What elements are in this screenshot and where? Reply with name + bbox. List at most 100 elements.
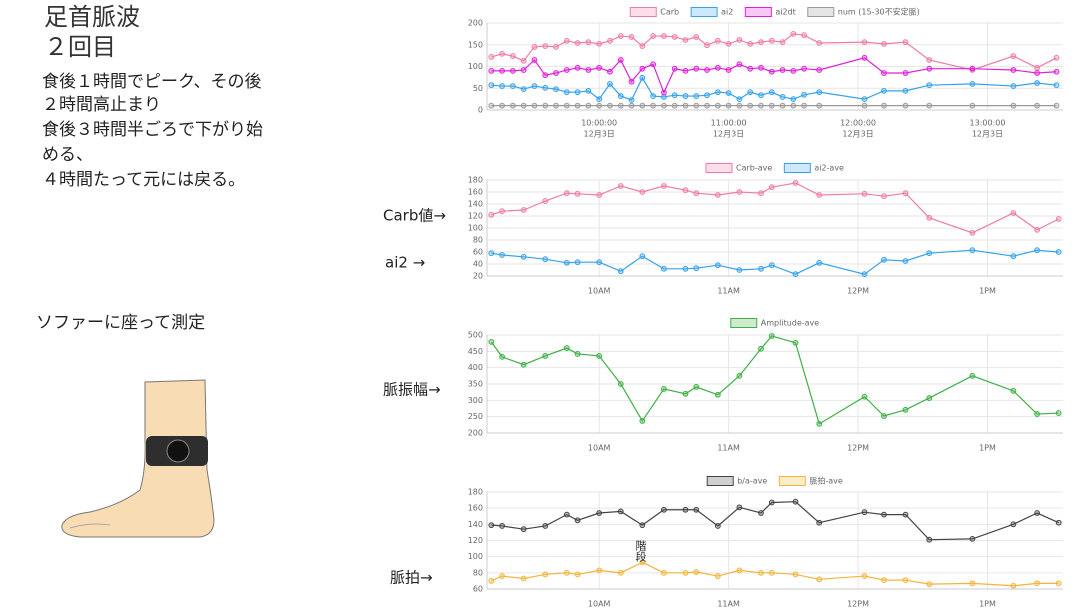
data-point: [758, 39, 764, 46]
data-point: [639, 559, 646, 566]
data-point: [768, 569, 775, 576]
data-point: [596, 510, 603, 516]
legend-swatch: [807, 7, 835, 17]
legend-swatch: [744, 7, 772, 17]
legend-swatch: [706, 476, 734, 486]
data-point: [792, 180, 799, 186]
data-point: [488, 250, 495, 257]
row-label: 脈振幅→: [383, 381, 441, 399]
data-point: [499, 573, 506, 579]
data-point: [1034, 411, 1041, 417]
data-point: [520, 575, 527, 582]
x-tick-label: 1PM: [979, 444, 996, 453]
chart: 60 80 100 120 140 160 180 10AM 11AM 12PM 1PM b/a-av…: [468, 476, 1063, 609]
x-tick-label: 10AM: [588, 600, 611, 609]
data-point: [902, 70, 909, 76]
data-point: [650, 33, 657, 39]
data-point: [682, 390, 689, 397]
legend-swatch: [730, 318, 758, 328]
data-point: [926, 65, 933, 72]
data-point: [768, 184, 775, 191]
data-point: [509, 67, 516, 74]
data-point: [714, 573, 721, 579]
data-point: [520, 526, 527, 533]
x-tick-label: 1PM: [979, 287, 996, 296]
data-point: [693, 265, 700, 272]
y-tick-label: 160: [468, 188, 483, 197]
slide-subtitle: ２回目: [44, 33, 116, 61]
data-point: [563, 67, 570, 73]
data-point: [969, 65, 976, 72]
data-point: [488, 338, 495, 345]
data-point: [671, 92, 678, 99]
data-point: [768, 102, 775, 109]
posture-note: ソファーに座って測定: [36, 313, 205, 333]
data-point: [779, 94, 786, 100]
data-point: [628, 78, 635, 85]
y-tick-label: 200: [468, 429, 483, 438]
legend-label: 脈拍-ave: [809, 476, 843, 486]
data-point: [704, 102, 710, 109]
data-point: [617, 93, 624, 99]
data-point: [596, 259, 603, 266]
data-point: [509, 102, 516, 109]
data-point: [816, 67, 823, 73]
data-point: [520, 207, 527, 213]
data-point: [725, 102, 732, 109]
y-tick-label: 250: [468, 412, 483, 421]
data-point: [816, 102, 823, 109]
data-point: [779, 39, 786, 46]
data-point: [736, 61, 743, 68]
y-tick-label: 50: [473, 84, 483, 93]
data-point: [969, 580, 976, 587]
data-point: [926, 57, 933, 63]
data-point: [881, 40, 887, 47]
data-point: [639, 102, 646, 109]
data-point: [531, 83, 538, 89]
data-point: [1034, 70, 1041, 76]
data-point: [596, 567, 603, 574]
data-point: [574, 517, 581, 524]
data-point: [639, 74, 646, 81]
data-point: [969, 102, 976, 109]
legend-label: Carb: [660, 8, 679, 17]
data-point: [499, 50, 506, 57]
legend-swatch: [629, 7, 657, 17]
data-point: [881, 577, 887, 584]
x-tick-label: 12月3日: [713, 130, 744, 139]
data-point: [816, 259, 823, 266]
data-point: [574, 571, 581, 578]
data-point: [574, 102, 581, 109]
data-point: [488, 82, 495, 89]
row-label: ai2 →: [385, 254, 425, 272]
data-point: [714, 64, 721, 71]
data-point: [714, 192, 721, 198]
data-point: [1034, 580, 1041, 587]
data-point: [628, 34, 635, 40]
data-point: [682, 506, 689, 513]
data-point: [1010, 102, 1017, 109]
data-point: [736, 372, 743, 379]
data-point: [639, 189, 646, 195]
y-tick-label: 160: [468, 504, 483, 513]
x-tick-label: 11AM: [717, 600, 740, 609]
data-point: [902, 258, 909, 264]
y-tick-label: 60: [473, 585, 483, 594]
data-point: [693, 506, 700, 513]
note-line: ２時間高止まり: [42, 95, 161, 115]
data-point: [1055, 249, 1062, 255]
data-point: [574, 40, 581, 46]
data-point: [816, 40, 823, 46]
data-point: [902, 406, 909, 413]
data-point: [969, 81, 976, 87]
x-tick-label: 12PM: [847, 444, 869, 453]
data-point: [714, 523, 721, 529]
y-tick-label: 350: [468, 380, 483, 389]
data-point: [1034, 247, 1041, 254]
data-point: [861, 102, 868, 109]
data-point: [499, 67, 506, 74]
data-point: [1053, 82, 1060, 89]
series-line: [491, 561, 1059, 587]
